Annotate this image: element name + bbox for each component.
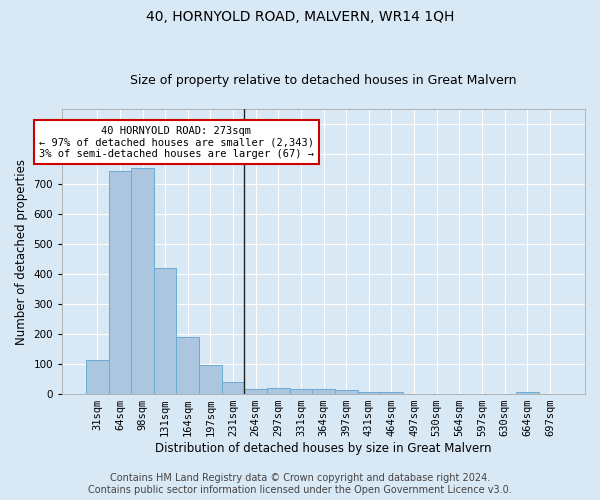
Bar bbox=[312, 388, 335, 394]
Bar bbox=[222, 382, 244, 394]
Bar bbox=[176, 337, 199, 394]
Text: 40 HORNYOLD ROAD: 273sqm
← 97% of detached houses are smaller (2,343)
3% of semi: 40 HORNYOLD ROAD: 273sqm ← 97% of detach… bbox=[39, 126, 314, 158]
Bar bbox=[131, 168, 154, 394]
Title: Size of property relative to detached houses in Great Malvern: Size of property relative to detached ho… bbox=[130, 74, 517, 87]
Bar bbox=[290, 388, 312, 394]
Bar bbox=[199, 366, 222, 394]
Text: 40, HORNYOLD ROAD, MALVERN, WR14 1QH: 40, HORNYOLD ROAD, MALVERN, WR14 1QH bbox=[146, 10, 454, 24]
Bar bbox=[380, 392, 403, 394]
Bar bbox=[244, 388, 267, 394]
Text: Contains HM Land Registry data © Crown copyright and database right 2024.
Contai: Contains HM Land Registry data © Crown c… bbox=[88, 474, 512, 495]
Bar bbox=[267, 388, 290, 394]
Bar bbox=[358, 392, 380, 394]
Bar bbox=[335, 390, 358, 394]
Y-axis label: Number of detached properties: Number of detached properties bbox=[15, 158, 28, 344]
X-axis label: Distribution of detached houses by size in Great Malvern: Distribution of detached houses by size … bbox=[155, 442, 492, 455]
Bar bbox=[154, 268, 176, 394]
Bar bbox=[86, 360, 109, 394]
Bar bbox=[516, 392, 539, 394]
Bar bbox=[109, 171, 131, 394]
